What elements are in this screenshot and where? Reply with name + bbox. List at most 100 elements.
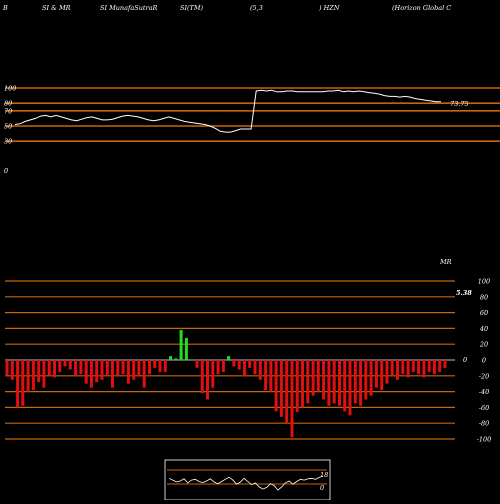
header-col1: B: [2, 4, 8, 12]
mrsi-bar: [438, 360, 442, 372]
mrsi-zero-label: 0: [463, 356, 467, 364]
mrsi-bar: [274, 360, 278, 412]
mrsi-tick-label: -100: [477, 436, 492, 444]
mrsi-last-value: 5.38: [456, 289, 472, 297]
mrsi-bar: [311, 360, 315, 396]
rsi-series-line: [14, 89, 441, 133]
mrsi-bar: [306, 360, 310, 404]
mrsi-bar: [174, 358, 178, 360]
mrsi-bar: [316, 360, 320, 392]
mrsi-bar: [380, 360, 384, 390]
mrsi-tick-label: 60: [480, 309, 488, 317]
mrsi-bar: [68, 360, 72, 370]
mrsi-bar: [221, 360, 225, 372]
mrsi-tick-label: 80: [480, 293, 488, 301]
mrsi-bar: [443, 360, 447, 368]
header-col3: SI MunafaSutraR: [100, 4, 158, 12]
mrsi-bar: [322, 360, 326, 400]
rsi-tick-label: 0: [4, 167, 8, 175]
rsi-tick-label: 100: [4, 85, 16, 93]
mrsi-bar: [84, 360, 88, 384]
mrsi-bar: [364, 360, 368, 400]
mrsi-bar: [100, 360, 104, 380]
mrsi-bar: [42, 360, 46, 388]
mrsi-tick-label: 40: [479, 325, 488, 333]
mini-series-line: [168, 475, 324, 491]
mrsi-bar: [290, 360, 294, 438]
mrsi-bar: [163, 360, 167, 372]
mrsi-bar: [105, 360, 109, 376]
mrsi-bar: [248, 360, 252, 368]
mrsi-bar: [353, 360, 357, 404]
mrsi-tick-label: -40: [479, 388, 489, 396]
mrsi-tick-label: -60: [479, 404, 489, 412]
mrsi-bar: [169, 356, 173, 360]
mrsi-bar: [148, 360, 151, 375]
mrsi-bar: [5, 360, 9, 376]
mrsi-bar: [253, 360, 257, 375]
mrsi-bar: [279, 360, 283, 417]
mrsi-bar: [211, 360, 215, 388]
mrsi-tick-label: 100: [478, 278, 490, 286]
mrsi-bar: [158, 360, 162, 372]
rsi-last-value: 73.75: [450, 100, 469, 108]
mrsi-bar: [258, 360, 262, 380]
mrsi-bar: [216, 360, 220, 375]
mini-tick-label: 0: [320, 484, 324, 492]
mrsi-bar: [37, 360, 41, 383]
mrsi-title: MR: [439, 258, 452, 266]
mrsi-tick-label: -80: [479, 420, 489, 428]
mrsi-bar: [89, 360, 93, 388]
mrsi-bar: [58, 360, 62, 372]
mini-panel: 18 0: [164, 459, 331, 501]
rsi-tick-label: 70: [4, 107, 12, 115]
rsi-tick-label: 30: [4, 138, 12, 146]
mrsi-bar: [79, 360, 83, 375]
mini-tick-label: 18: [320, 471, 328, 479]
mrsi-panel: MR 5.38 0 100 80 60 40 20 0 -20 -40 -60 -80 -100: [5, 258, 491, 444]
rsi-tick-label: 80: [4, 100, 12, 108]
mrsi-bar: [432, 360, 436, 375]
mrsi-bar: [285, 360, 289, 424]
mrsi-bar: [385, 360, 389, 384]
mrsi-bar: [132, 360, 136, 380]
header-col5: (5,3: [250, 4, 263, 12]
header-col7: (Horizon Global C: [392, 4, 451, 12]
mrsi-bar: [269, 360, 273, 392]
mrsi-bar: [411, 360, 415, 372]
mrsi-bar: [295, 360, 299, 413]
mrsi-bar: [74, 360, 78, 376]
mrsi-bar: [332, 360, 336, 404]
mrsi-bar: [53, 360, 56, 378]
mrsi-bar: [417, 360, 421, 375]
mrsi-bar: [63, 360, 67, 367]
mrsi-bar: [396, 360, 399, 380]
mrsi-bar: [153, 360, 157, 368]
mrsi-bar: [390, 360, 394, 376]
mrsi-tick-label: 0: [482, 357, 486, 365]
mrsi-bar: [264, 360, 268, 390]
mrsi-bar: [184, 337, 188, 360]
mrsi-bar: [47, 360, 51, 376]
mrsi-bar: [16, 360, 20, 408]
mrsi-bar: [26, 360, 30, 392]
mrsi-bar: [200, 360, 204, 394]
header-col4: SI(TM): [180, 4, 204, 12]
mrsi-bar: [195, 360, 199, 368]
header-col2: SI & MR: [42, 4, 71, 12]
mrsi-bar: [343, 360, 347, 412]
mrsi-bar: [427, 360, 431, 372]
rsi-tick-label: 50: [4, 123, 12, 131]
mrsi-bar: [116, 360, 120, 376]
mrsi-tick-label: -20: [479, 372, 489, 380]
mrsi-bar: [21, 360, 25, 406]
header-col6: ) HZN: [318, 4, 340, 12]
mrsi-bar: [301, 360, 304, 408]
mrsi-bar: [10, 360, 14, 380]
mrsi-bar: [327, 360, 331, 406]
mrsi-bar: [359, 360, 363, 406]
mrsi-bar: [190, 360, 194, 361]
